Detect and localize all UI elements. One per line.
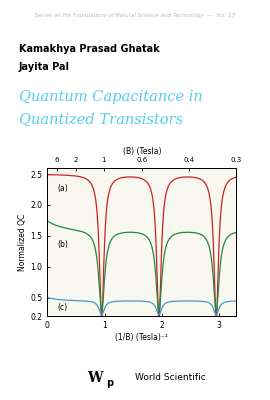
Y-axis label: Normalized QC: Normalized QC <box>18 213 28 271</box>
Text: (b): (b) <box>58 240 68 249</box>
Text: Series on the Foundations of Natural Science and Technology  —  Vol. 17: Series on the Foundations of Natural Sci… <box>35 12 235 18</box>
Text: W: W <box>87 371 102 385</box>
Text: Quantized Transistors: Quantized Transistors <box>19 113 183 127</box>
Text: Quantum Capacitance in: Quantum Capacitance in <box>19 90 203 104</box>
Text: Kamakhya Prasad Ghatak: Kamakhya Prasad Ghatak <box>19 44 160 54</box>
X-axis label: (1/B) (Tesla)⁻¹: (1/B) (Tesla)⁻¹ <box>115 333 168 342</box>
X-axis label: (B) (Tesla): (B) (Tesla) <box>123 147 161 156</box>
Text: (c): (c) <box>58 303 68 312</box>
Text: Jayita Pal: Jayita Pal <box>19 62 70 72</box>
Text: (a): (a) <box>58 184 68 194</box>
Text: p: p <box>106 378 113 388</box>
Text: World Scientific: World Scientific <box>135 374 206 382</box>
